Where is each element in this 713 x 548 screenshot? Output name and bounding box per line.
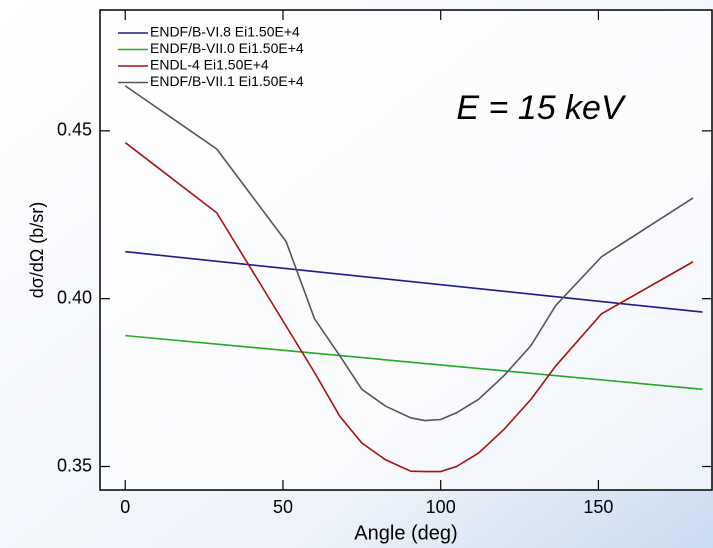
x-axis-label: Angle (deg) [354,522,457,544]
plot-frame [99,9,713,491]
annotation: E = 15 keV [456,89,627,127]
x-tick-label: 50 [273,497,293,517]
y-tick-label: 0.40 [57,287,92,307]
x-tick-label: 0 [120,497,130,517]
y-axis-label: dσ/dΩ (b/sr) [27,202,47,299]
legend-label: ENDF/B-VII.0 Ei1.50E+4 [150,40,304,56]
x-tick-label: 150 [583,497,613,517]
x-tick-label: 100 [426,497,456,517]
y-tick-label: 0.35 [57,455,92,475]
series-line [125,334,703,391]
legend-label: ENDF/B-VI.8 Ei1.50E+4 [150,24,300,40]
legend-label: ENDL-4 Ei1.50E+4 [150,57,269,73]
legend-label: ENDF/B-VII.1 Ei1.50E+4 [150,73,304,89]
series-line [124,85,694,422]
series-line [125,250,703,313]
series-line [124,141,694,473]
y-tick-label: 0.45 [57,120,92,140]
